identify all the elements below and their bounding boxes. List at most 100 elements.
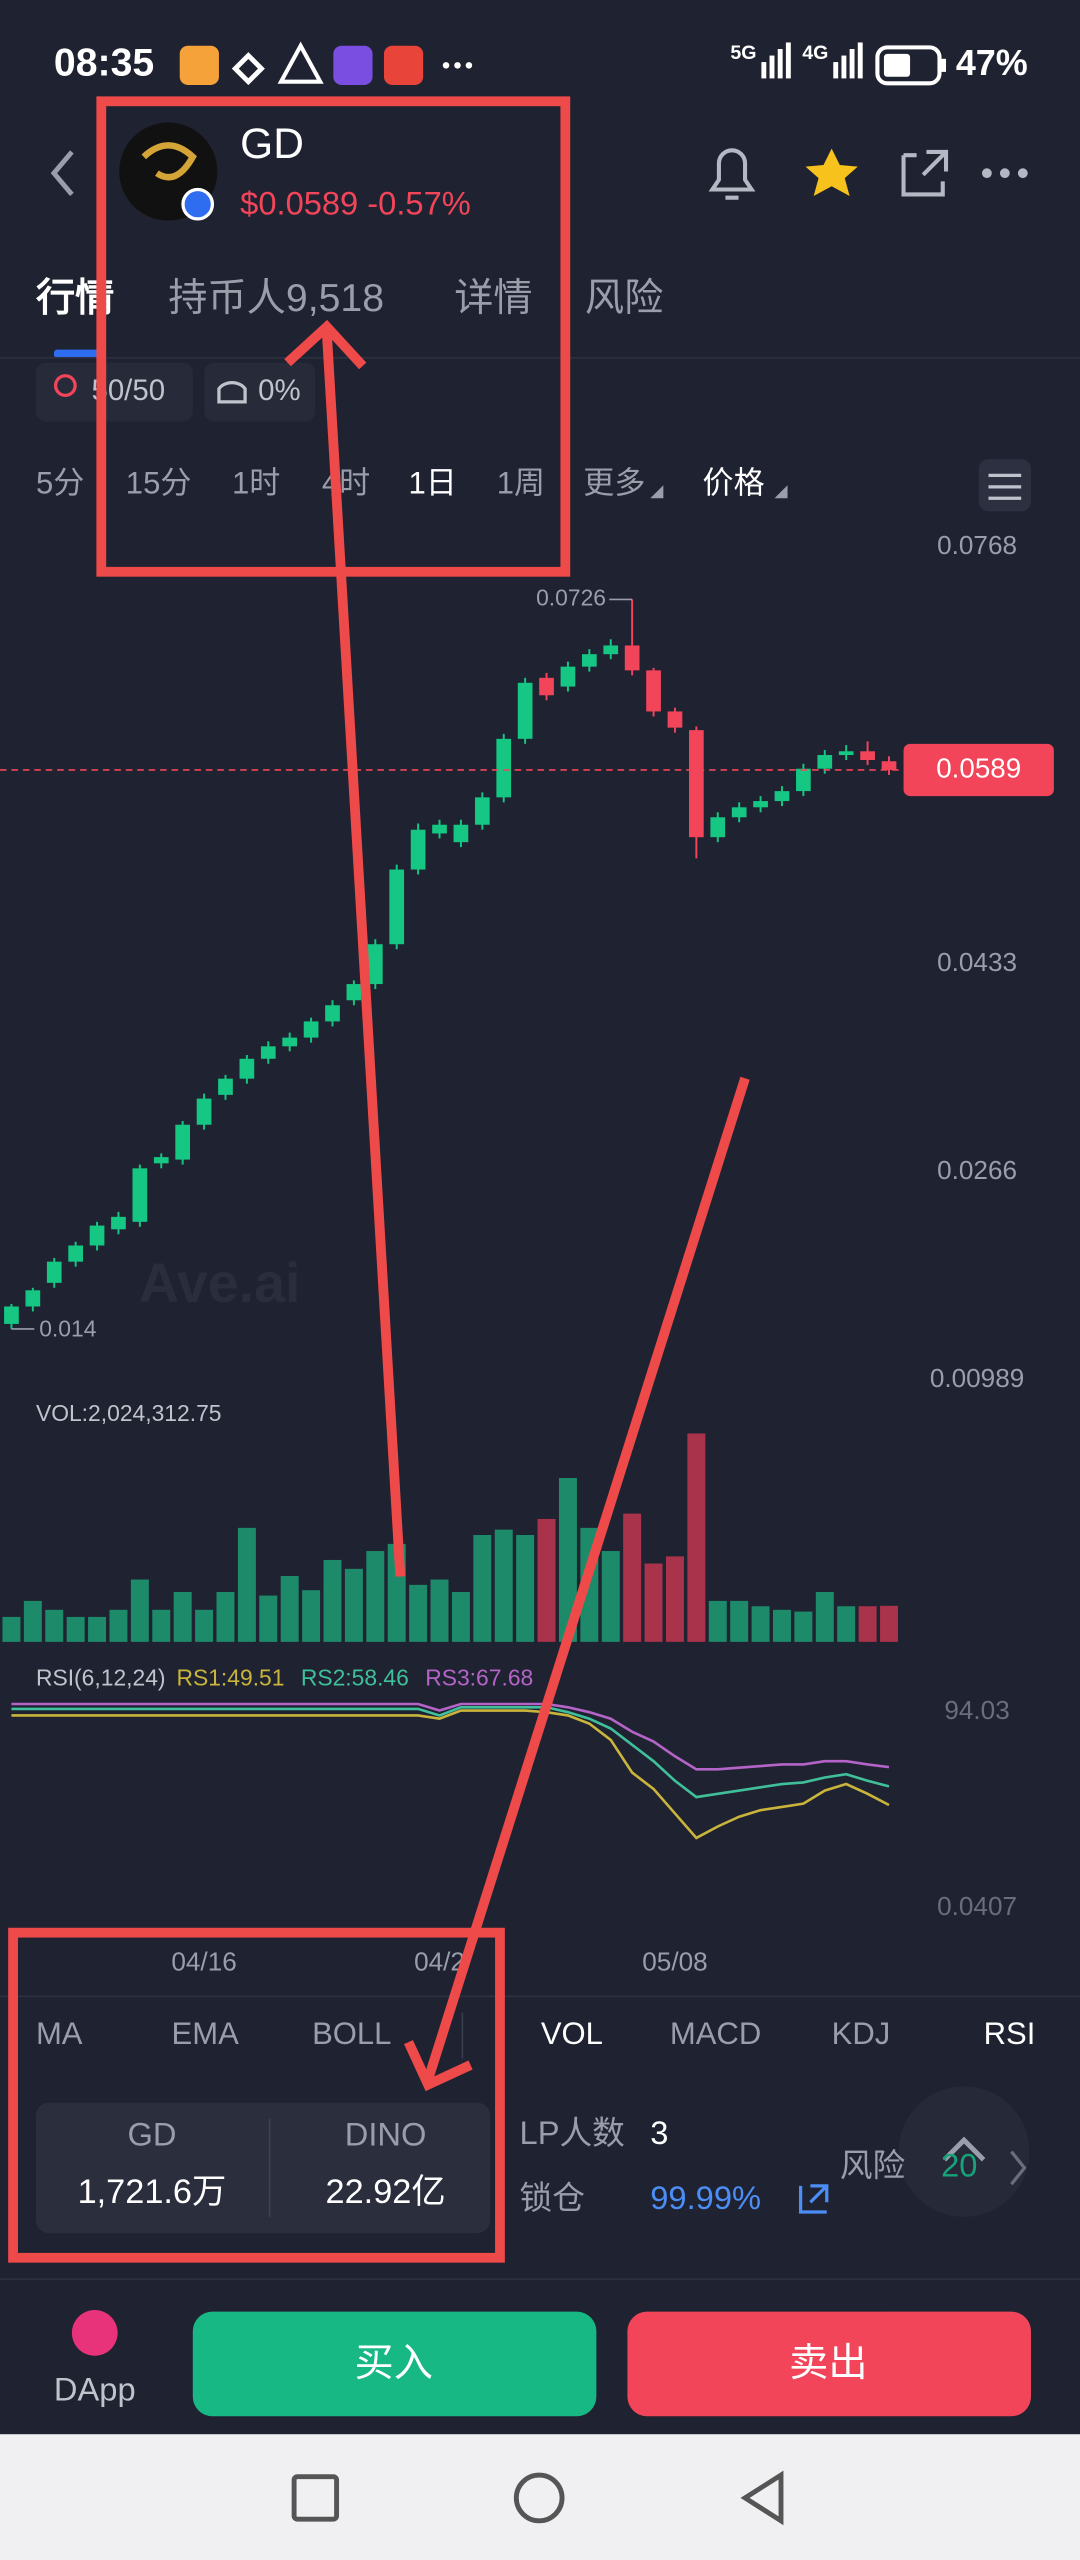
stat-value: 99.99%	[650, 2179, 761, 2216]
tab-indicator	[53, 349, 100, 358]
candle-body	[68, 1245, 84, 1262]
volume-bar	[23, 1600, 42, 1642]
candle-body	[111, 1216, 126, 1230]
volume-bar	[601, 1551, 620, 1642]
indicator[interactable]: RSI	[984, 2016, 1036, 2051]
candle-body	[838, 751, 854, 756]
current-price-tag	[903, 743, 1054, 797]
legend-label: RS1:49.51	[176, 1664, 284, 1690]
volume-bar	[794, 1611, 813, 1642]
indicator[interactable]: MACD	[670, 2016, 761, 2051]
indicator[interactable]: EMA	[172, 2016, 240, 2051]
dropdown-arrow	[650, 485, 664, 499]
volume-bar	[858, 1606, 877, 1642]
favorite-star[interactable]	[805, 148, 858, 197]
volume-bar	[173, 1591, 192, 1642]
indicator[interactable]: KDJ	[832, 2016, 891, 2051]
timeframe[interactable]: 1周	[497, 465, 545, 500]
volume-bar	[88, 1616, 107, 1642]
rsi-title: RSI(6,12,24)	[36, 1664, 166, 1690]
candle-body	[774, 791, 790, 802]
volume-bar	[880, 1605, 898, 1642]
rsi-line	[11, 1705, 890, 1799]
pool-box	[35, 2102, 491, 2234]
volume-bar	[772, 1609, 791, 1642]
volume-bar	[237, 1527, 256, 1642]
buy-button[interactable]	[192, 2311, 597, 2417]
volume-bar	[837, 1606, 856, 1642]
candle-body	[860, 751, 875, 761]
candle-body	[517, 682, 533, 739]
dapp-label[interactable]: DApp	[54, 2370, 136, 2407]
volume-bar	[665, 1556, 684, 1642]
candle-body	[410, 829, 426, 870]
chart-settings[interactable]	[978, 459, 1031, 512]
candle-body	[646, 670, 661, 712]
candle-body	[89, 1225, 105, 1246]
clock: 08:35	[54, 42, 154, 85]
candle-body	[753, 801, 768, 808]
candle-body	[496, 738, 512, 798]
token-symbol: GD	[240, 120, 304, 167]
volume-bar	[109, 1609, 128, 1642]
network-1: 5G	[730, 42, 756, 64]
badge-icon	[53, 374, 77, 397]
indicator[interactable]: BOLL	[312, 2016, 391, 2051]
candle-body	[46, 1261, 62, 1283]
high-label: 0.0726	[536, 584, 606, 610]
volume-bar	[687, 1433, 706, 1642]
volume-bar	[280, 1575, 299, 1642]
dapp-icon[interactable]	[71, 2310, 118, 2356]
price-mode[interactable]: 价格	[703, 465, 765, 500]
y-tick-label: 0.0433	[937, 947, 1017, 977]
tab[interactable]: 持币人9,518	[168, 277, 384, 320]
timeframe[interactable]: 5分	[36, 465, 84, 500]
buy-label[interactable]: 买入	[355, 2342, 433, 2385]
nav-home[interactable]	[513, 2472, 565, 2524]
badge-text: 0%	[258, 374, 300, 407]
x-tick-label: 04/2	[414, 1947, 465, 1977]
nav-recent[interactable]	[291, 2474, 340, 2522]
volume-bar	[558, 1478, 577, 1642]
volume-bar	[751, 1606, 770, 1642]
badge	[204, 362, 316, 422]
more-menu[interactable]	[981, 168, 1028, 179]
candle-body	[624, 645, 640, 671]
volume-bar	[409, 1584, 428, 1642]
candle-body	[325, 1005, 340, 1022]
timeframe[interactable]: 更多	[583, 465, 645, 500]
sell-button[interactable]	[627, 2311, 1031, 2417]
volume-bar	[366, 1551, 385, 1642]
badge	[35, 362, 193, 422]
nav-back[interactable]	[740, 2470, 784, 2526]
timeframe[interactable]: 1时	[232, 465, 280, 500]
tab[interactable]: 风险	[585, 277, 663, 320]
volume-title: VOL:2,024,312.75	[36, 1400, 222, 1426]
indicator[interactable]: VOL	[541, 2016, 603, 2051]
timeframe[interactable]: 15分	[126, 465, 192, 500]
pool-token: GD	[127, 2115, 176, 2152]
candle-body	[132, 1168, 148, 1222]
timeframe[interactable]: 1日	[408, 465, 456, 500]
current-price-label: 0.0589	[936, 752, 1021, 783]
candle-body	[432, 824, 447, 834]
link-icon[interactable]	[798, 2184, 829, 2214]
volume-bar	[130, 1579, 149, 1642]
indicator[interactable]: MA	[36, 2016, 83, 2051]
y-tick-label: 0.0768	[937, 530, 1017, 560]
back-button[interactable]	[50, 150, 74, 196]
network-2: 4G	[802, 42, 828, 64]
volume-bar	[623, 1513, 642, 1642]
header-actions[interactable]	[708, 148, 949, 200]
timeframe[interactable]: 4时	[322, 465, 370, 500]
volume-bar	[323, 1559, 342, 1642]
candle-body	[731, 807, 747, 818]
candle-body	[581, 654, 597, 667]
sell-label[interactable]: 卖出	[789, 2342, 867, 2385]
scroll-top-button[interactable]	[898, 2086, 1030, 2217]
tab[interactable]: 详情	[454, 277, 532, 320]
y-tick-label: 0.0407	[937, 1891, 1017, 1921]
x-tick-label: 04/16	[171, 1947, 236, 1977]
volume-bar	[195, 1609, 214, 1642]
